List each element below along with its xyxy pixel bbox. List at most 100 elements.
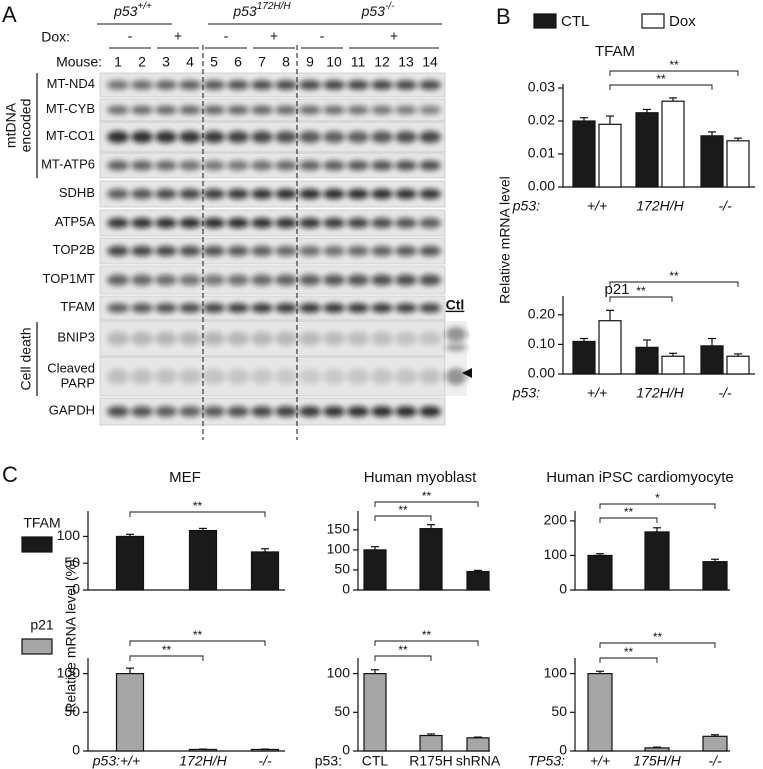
blot-band xyxy=(323,245,345,257)
blot-band xyxy=(227,274,249,286)
blot-band xyxy=(323,80,345,90)
x-tick-label: -/- xyxy=(718,385,732,401)
bar xyxy=(661,100,685,188)
row-label: TFAM xyxy=(60,299,95,314)
bar xyxy=(363,673,387,752)
blot-band xyxy=(347,217,369,229)
blot-band xyxy=(179,406,201,417)
blot-band xyxy=(275,368,297,385)
significance-bracket xyxy=(599,657,658,663)
blot-band xyxy=(179,160,201,171)
blot-band xyxy=(419,160,441,171)
significance-label: ** xyxy=(422,628,432,642)
bar xyxy=(661,355,685,375)
dox-sign: - xyxy=(320,28,325,44)
y-tick-label: 100 xyxy=(327,664,351,680)
row-label-line: MT-ATP6 xyxy=(41,157,95,172)
blot-band xyxy=(203,274,225,286)
blot-band xyxy=(419,274,441,286)
blot-band xyxy=(371,368,393,385)
mouse-number: 12 xyxy=(374,54,390,70)
blot-band xyxy=(251,105,273,115)
blot-band xyxy=(155,188,177,200)
x-tick-label: 172H/H xyxy=(636,198,684,214)
significance-label: ** xyxy=(669,269,679,283)
blot-band xyxy=(395,274,417,286)
blot-band xyxy=(107,131,129,143)
legend-swatch xyxy=(641,13,665,29)
blot-band xyxy=(131,303,153,313)
significance-label: ** xyxy=(624,645,634,659)
blot-band xyxy=(179,245,201,257)
blot-band xyxy=(395,160,417,171)
blot-band xyxy=(419,188,441,200)
blot-band xyxy=(395,80,417,90)
row-label: MT-CYB xyxy=(46,101,95,116)
y-tick-label: 50 xyxy=(334,561,350,577)
blot-band xyxy=(179,105,201,115)
y-tick-label: 50 xyxy=(334,703,350,719)
blot-band xyxy=(299,188,321,200)
bar xyxy=(598,123,622,188)
significance-bracket xyxy=(374,515,432,521)
blot-band xyxy=(299,80,321,90)
blot-band xyxy=(299,406,321,417)
x-tick-label: +/+ xyxy=(587,385,607,401)
y-tick-label: 100 xyxy=(57,664,81,680)
blot-band xyxy=(275,331,297,346)
dox-label: Dox: xyxy=(41,29,70,45)
blot-band xyxy=(227,80,249,90)
allele: 172H/H xyxy=(257,1,292,12)
blot-band xyxy=(419,105,441,115)
chart-title: TFAM xyxy=(595,43,635,60)
blot-band xyxy=(419,331,441,346)
blot-band xyxy=(251,245,273,257)
blot-band xyxy=(251,217,273,229)
legend-swatch xyxy=(533,13,557,29)
blot-band xyxy=(155,80,177,90)
blot-band xyxy=(203,188,225,200)
row-label: TOP2B xyxy=(53,242,95,257)
blot-band xyxy=(419,245,441,257)
blot-band xyxy=(347,274,369,286)
blot-band xyxy=(419,131,441,143)
row-label: MT-CO1 xyxy=(46,128,95,143)
blot-band xyxy=(131,80,153,90)
blot-band xyxy=(347,368,369,385)
y-tick-label: 50 xyxy=(64,554,80,570)
row-label-line: MT-CO1 xyxy=(46,128,95,143)
legend-swatch xyxy=(21,536,53,553)
blot-band xyxy=(299,217,321,229)
blot-band xyxy=(179,80,201,90)
blot-band xyxy=(275,105,297,115)
x-tick-label: +/+ xyxy=(590,753,610,769)
blot-band xyxy=(107,188,129,200)
blot-band xyxy=(395,368,417,385)
bar xyxy=(587,673,613,752)
mouse-number: 8 xyxy=(282,54,290,70)
blot-band xyxy=(275,406,297,417)
blot-band xyxy=(371,105,393,115)
dox-sign: - xyxy=(128,28,133,44)
blot-band xyxy=(227,188,249,200)
blot-band xyxy=(131,105,153,115)
blot-band xyxy=(275,217,297,229)
significance-bracket xyxy=(609,281,739,287)
blot-band xyxy=(299,105,321,115)
bar xyxy=(700,135,724,188)
blot-band xyxy=(347,245,369,257)
blot-band xyxy=(323,188,345,200)
significance-label: ** xyxy=(656,72,666,86)
bar xyxy=(702,561,728,591)
blot-band xyxy=(203,131,225,143)
blot-band xyxy=(323,105,345,115)
blot-band xyxy=(323,217,345,229)
blot-band xyxy=(251,331,273,346)
bar xyxy=(635,346,659,375)
blot-band xyxy=(275,160,297,171)
blot-band xyxy=(371,303,393,313)
blot-band xyxy=(107,406,129,417)
mouse-number: 10 xyxy=(326,54,342,70)
chart-title: Human myoblast xyxy=(364,469,477,486)
